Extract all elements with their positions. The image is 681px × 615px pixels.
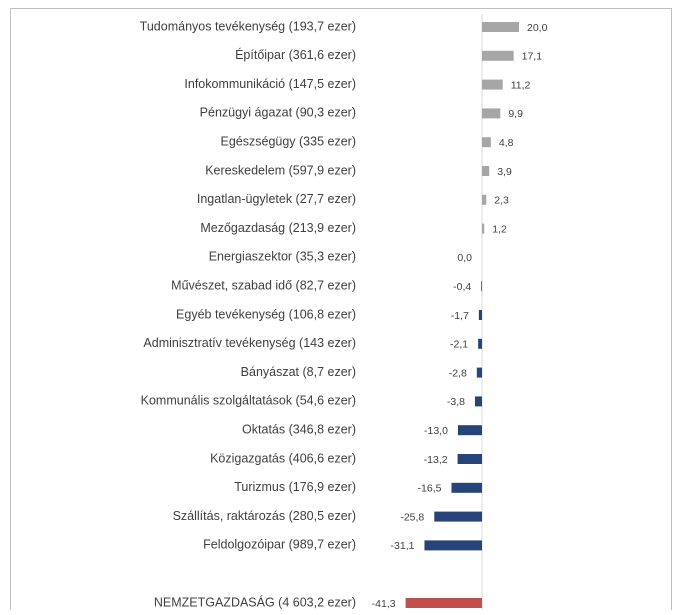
category-label: Építőipar (361,6 ezer) [235, 47, 356, 62]
category-label: Művészet, szabad idő (82,7 ezer) [171, 278, 356, 292]
bar [478, 338, 482, 349]
category-label: Feldolgozóipar (989,7 ezer) [203, 538, 356, 552]
value-label: 3,9 [497, 166, 512, 178]
bar [478, 310, 482, 320]
bar [481, 281, 482, 292]
value-label: 9,9 [508, 108, 523, 120]
category-label: Egészségügy (335 ezer) [221, 134, 357, 148]
value-label: 11,2 [511, 79, 531, 91]
bar [482, 223, 485, 234]
value-label: -16,5 [418, 483, 442, 495]
frame [10, 8, 672, 615]
value-label: -41,3 [372, 598, 396, 610]
category-label: Turizmus (176,9 ezer) [234, 480, 356, 494]
category-label: Oktatás (346,8 ezer) [242, 422, 356, 436]
category-label: Közigazgatás (406,6 ezer) [210, 451, 356, 465]
value-label: 17,1 [522, 51, 543, 63]
category-label: Ingatlan-ügyletek (27,7 ezer) [197, 192, 356, 206]
bar [474, 396, 482, 407]
value-label: -0,4 [453, 281, 471, 293]
bar [424, 540, 482, 551]
bar [482, 22, 519, 32]
bar [482, 79, 503, 90]
bar [434, 511, 482, 522]
bar [451, 482, 482, 493]
value-label: -31,1 [391, 540, 415, 552]
bar [405, 598, 482, 608]
value-label: -1,7 [451, 310, 469, 322]
value-label: -13,2 [424, 454, 448, 466]
value-label: 20,0 [527, 22, 548, 34]
bar [476, 367, 482, 378]
value-label: 0,0 [457, 252, 472, 264]
category-label: Energiaszektor (35,3 ezer) [209, 250, 356, 264]
value-label: -3,8 [447, 396, 465, 408]
category-label: Szállítás, raktározás (280,5 ezer) [173, 509, 356, 523]
value-label: 2,3 [494, 195, 509, 207]
value-label: -2,8 [449, 367, 467, 379]
value-label: -13,0 [424, 425, 448, 437]
bar [457, 454, 482, 464]
bar [482, 108, 501, 119]
value-label: 4,8 [499, 137, 514, 149]
category-label: NEMZETGAZDASÁG (4 603,2 ezer) [154, 594, 356, 609]
bar [482, 50, 514, 61]
category-label: Adminisztratív tevékenység (143 ezer) [143, 336, 356, 350]
bar [482, 194, 487, 205]
value-label: 1,2 [492, 223, 507, 235]
category-label: Kommunális szolgáltatások (54,6 ezer) [141, 394, 356, 408]
category-label: Mezőgazdaság (213,9 ezer) [200, 221, 356, 235]
category-label: Bányászat (8,7 ezer) [241, 365, 356, 379]
category-label: Egyéb tevékenység (106,8 ezer) [176, 307, 356, 321]
category-label: Infokommunikáció (147,5 ezer) [184, 77, 356, 91]
category-label: Pénzügyi ágazat (90,3 ezer) [200, 106, 356, 120]
value-label: -2,1 [450, 339, 468, 351]
category-label: Kereskedelem (597,9 ezer) [205, 163, 356, 177]
value-label: -25,8 [400, 511, 424, 523]
bar [457, 425, 482, 436]
category-label: Tudományos tevékenység (193,7 ezer) [140, 19, 356, 33]
bar [482, 137, 491, 148]
bar [482, 166, 490, 176]
